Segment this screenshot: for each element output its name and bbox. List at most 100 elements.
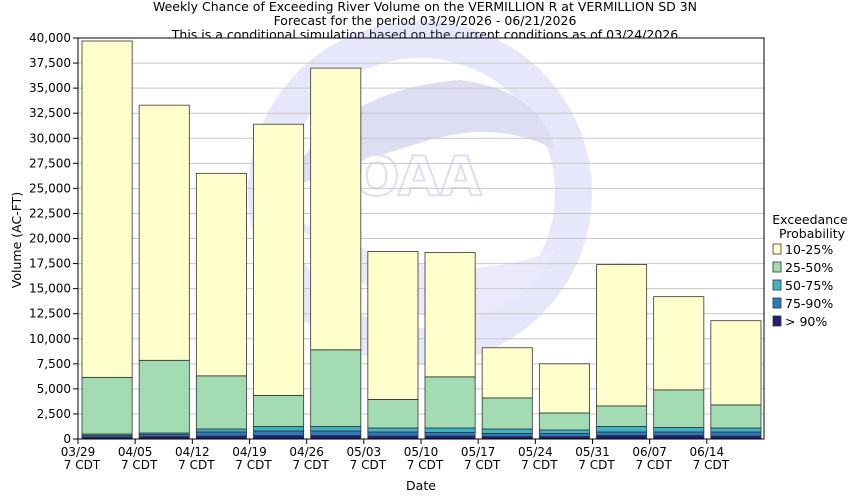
watermark-wave-shape bbox=[290, 215, 555, 320]
x-tick-label: 04/05 bbox=[118, 445, 153, 459]
y-tick-label: 32,500 bbox=[29, 106, 71, 120]
bar-segment bbox=[310, 435, 362, 440]
bar-segment bbox=[195, 431, 247, 437]
bar-segment bbox=[596, 405, 648, 427]
bar-segment bbox=[81, 376, 133, 435]
x-tick-label: 04/12 bbox=[175, 445, 210, 459]
legend-title-line1: Exceedance bbox=[772, 212, 848, 227]
legend-label: 50-75% bbox=[785, 278, 833, 293]
y-axis-label: Volume (AC-FT) bbox=[9, 192, 24, 288]
bar-segment bbox=[310, 349, 362, 427]
x-tick-label: 05/10 bbox=[404, 445, 439, 459]
bar-segment bbox=[138, 359, 190, 434]
x-tick-sublabel: 7 CDT bbox=[235, 458, 272, 472]
legend: Exceedance Probability 10-25% 25-50% 50-75… bbox=[772, 212, 848, 329]
y-tick-label: 10,000 bbox=[29, 332, 71, 346]
bar-segment bbox=[195, 172, 247, 377]
bar-segment bbox=[138, 104, 190, 361]
bar-segment bbox=[538, 363, 590, 414]
x-tick-sublabel: 7 CDT bbox=[292, 458, 329, 472]
y-tick-label: 7,500 bbox=[37, 357, 71, 371]
bar-segment bbox=[253, 123, 305, 396]
y-tick-label: 37,500 bbox=[29, 56, 71, 70]
bar-stack bbox=[81, 40, 133, 440]
x-tick-sublabel: 7 CDT bbox=[407, 458, 444, 472]
bar-segment bbox=[424, 432, 476, 437]
bar-segment bbox=[538, 433, 590, 437]
bar-segment bbox=[253, 394, 305, 427]
x-tick-label: 05/31 bbox=[575, 445, 610, 459]
x-tick-label: 03/29 bbox=[61, 445, 96, 459]
bar-segment bbox=[653, 431, 705, 436]
bar-stack bbox=[710, 320, 762, 440]
x-tick-label: 06/14 bbox=[690, 445, 725, 459]
bar-stack bbox=[138, 104, 190, 440]
x-tick-label: 05/03 bbox=[347, 445, 382, 459]
bar-segment bbox=[481, 433, 533, 437]
y-tick-label: 15,000 bbox=[29, 282, 71, 296]
x-tick-sublabel: 7 CDT bbox=[635, 458, 672, 472]
chart-subtitle-period: Forecast for the period 03/29/2026 - 06/… bbox=[273, 13, 577, 28]
bar-segment bbox=[596, 435, 648, 440]
x-axis-label: Date bbox=[406, 478, 436, 493]
bar-segment bbox=[710, 404, 762, 429]
bar-stack bbox=[253, 123, 305, 440]
y-tick-label: 30,000 bbox=[29, 131, 71, 145]
bar-segment bbox=[81, 40, 133, 378]
bar-stack bbox=[538, 363, 590, 440]
legend-swatch bbox=[772, 243, 782, 255]
grid bbox=[78, 62, 764, 415]
y-tick-label: 40,000 bbox=[29, 31, 71, 45]
bar-segment bbox=[367, 399, 419, 429]
bar-segment bbox=[538, 429, 590, 434]
bar-stack bbox=[195, 172, 247, 440]
bar-segment bbox=[195, 375, 247, 430]
bar-segment bbox=[481, 347, 533, 399]
y-axis: 0 2,500 5,000 7,500 10,000 12,500 15,000 17,500… bbox=[29, 31, 78, 446]
legend-label: 25-50% bbox=[785, 260, 833, 275]
x-tick-label: 04/19 bbox=[232, 445, 267, 459]
bar-segment bbox=[424, 427, 476, 433]
bar-segment bbox=[596, 426, 648, 433]
plot-frame bbox=[77, 37, 765, 440]
legend-swatch bbox=[772, 297, 782, 309]
bar-segment bbox=[253, 435, 305, 440]
bar-segment bbox=[310, 430, 362, 436]
x-tick-sublabel: 7 CDT bbox=[521, 458, 558, 472]
bar-stack bbox=[596, 264, 648, 440]
y-tick-label: 22,500 bbox=[29, 206, 71, 220]
bar-stack bbox=[310, 67, 362, 440]
bars bbox=[81, 40, 762, 440]
bar-segment bbox=[481, 428, 533, 434]
bar-segment bbox=[195, 428, 247, 433]
x-tick-label: 04/26 bbox=[289, 445, 324, 459]
x-tick-label: 05/24 bbox=[518, 445, 553, 459]
bar-segment bbox=[653, 435, 705, 440]
x-tick-sublabel: 7 CDT bbox=[64, 458, 101, 472]
bar-stack bbox=[481, 347, 533, 440]
x-tick-label: 05/17 bbox=[461, 445, 496, 459]
y-tick-label: 2,500 bbox=[37, 407, 71, 421]
bar-segment bbox=[424, 376, 476, 429]
bar-segment bbox=[710, 320, 762, 406]
bar-segment bbox=[710, 431, 762, 437]
bar-stack bbox=[424, 252, 476, 440]
legend-swatch bbox=[772, 261, 782, 273]
bar-segment bbox=[596, 431, 648, 436]
x-tick-sublabel: 7 CDT bbox=[578, 458, 615, 472]
y-tick-label: 27,500 bbox=[29, 156, 71, 170]
y-tick-label: 5,000 bbox=[37, 382, 71, 396]
bar-segment bbox=[310, 426, 362, 432]
bar-segment bbox=[538, 412, 590, 431]
legend-swatch bbox=[772, 279, 782, 291]
bar-segment bbox=[653, 296, 705, 391]
y-tick-label: 20,000 bbox=[29, 232, 71, 246]
legend-label: 10-25% bbox=[785, 242, 833, 257]
y-tick-label: 25,000 bbox=[29, 181, 71, 195]
bar-segment bbox=[367, 431, 419, 437]
bar-segment bbox=[653, 389, 705, 428]
x-tick-label: 06/07 bbox=[632, 445, 667, 459]
bar-stack bbox=[653, 296, 705, 440]
